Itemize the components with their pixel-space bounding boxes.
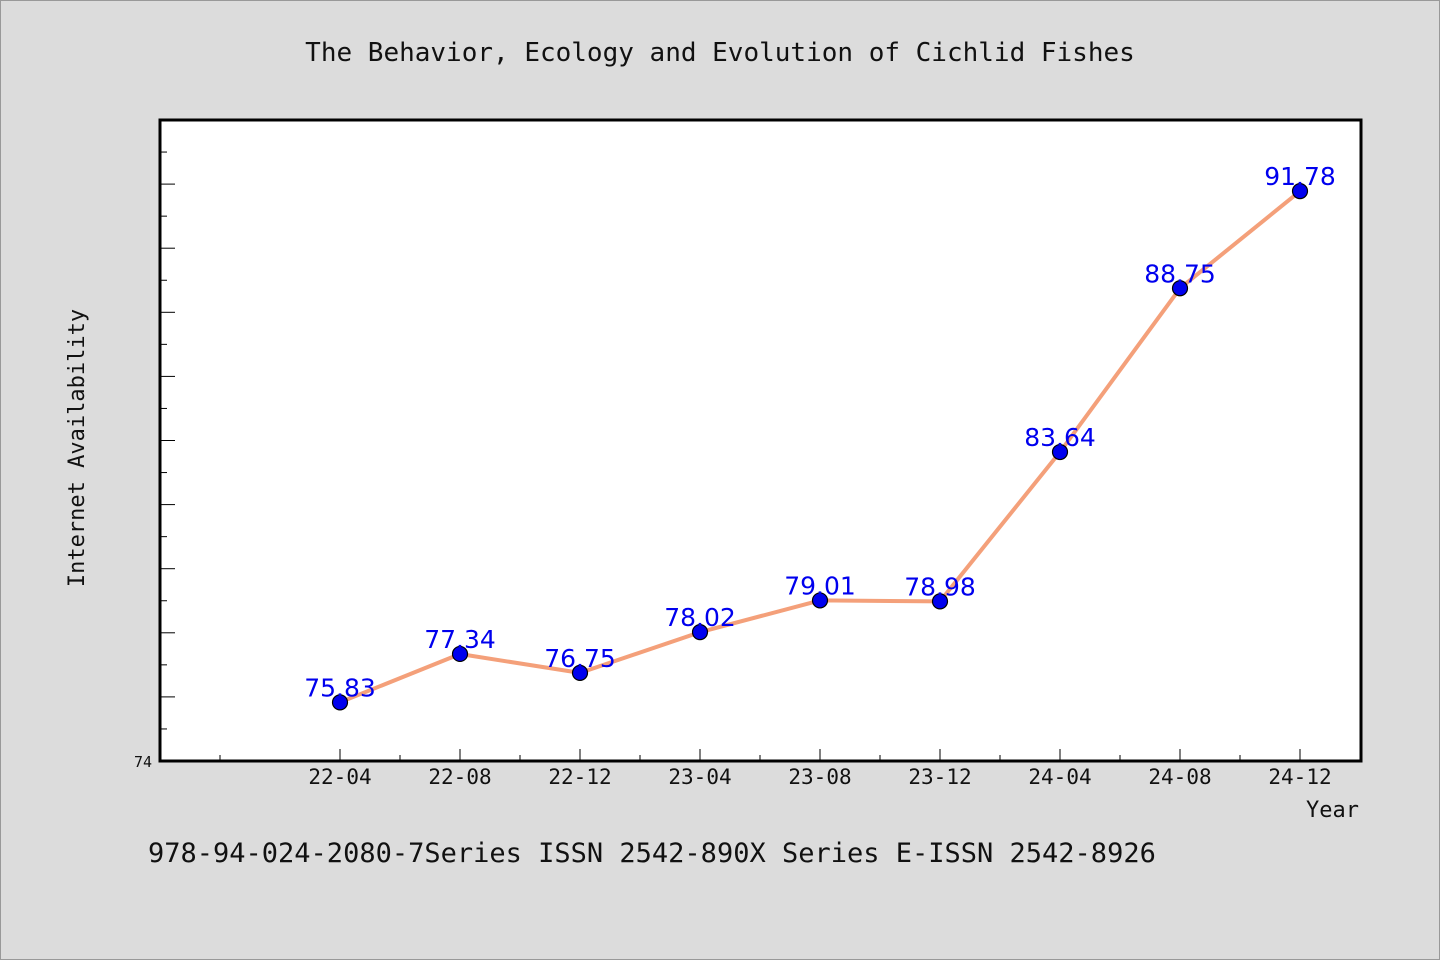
data-label: 83.64 <box>1024 423 1096 452</box>
data-label: 77.34 <box>424 625 496 654</box>
footer-text: 978-94-024-2080-7Series ISSN 2542-890X S… <box>148 838 1156 869</box>
data-labels: 75.83 77.34 76.75 78.02 79.01 78.98 83.64 88.75… <box>304 162 1336 702</box>
data-point <box>1051 443 1069 461</box>
x-tick-label: 24-08 <box>1148 765 1211 789</box>
x-tick-label: 23-12 <box>908 765 971 789</box>
y-axis-label: Internet Availability <box>65 309 90 587</box>
data-label: 91.78 <box>1264 162 1336 191</box>
data-label: 79.01 <box>784 571 856 600</box>
data-label: 76.75 <box>544 644 616 673</box>
data-label: 88.75 <box>1144 259 1216 288</box>
data-point <box>331 694 349 711</box>
plot-area <box>158 118 1363 763</box>
data-point <box>691 624 709 641</box>
y-tick-label: 74 <box>134 753 152 771</box>
chart-title: The Behavior, Ecology and Evolution of C… <box>305 38 1135 68</box>
data-point <box>1291 183 1309 200</box>
x-tick-label: 22-08 <box>428 765 491 789</box>
x-axis-ticks: 22-04 22-08 22-12 23-04 23-08 23-12 24-04 24-08… <box>219 749 1332 789</box>
x-tick-label: 22-12 <box>548 765 611 789</box>
data-point <box>811 592 829 609</box>
x-tick-label: 22-04 <box>308 765 371 789</box>
data-markers <box>331 183 1309 711</box>
x-tick-label: 24-04 <box>1028 765 1091 789</box>
data-point <box>931 593 949 610</box>
data-point <box>571 664 589 681</box>
x-tick-label: 23-04 <box>668 765 731 789</box>
data-point <box>451 645 469 663</box>
x-tick-label: 24-12 <box>1268 765 1331 789</box>
data-label: 78.98 <box>904 572 976 601</box>
x-tick-label: 23-08 <box>788 765 851 789</box>
x-axis-label: Year <box>1306 798 1359 823</box>
data-label: 75.83 <box>304 673 376 702</box>
data-point <box>1171 280 1189 297</box>
y-axis-ticks <box>160 151 175 730</box>
data-label: 78.02 <box>664 603 736 632</box>
